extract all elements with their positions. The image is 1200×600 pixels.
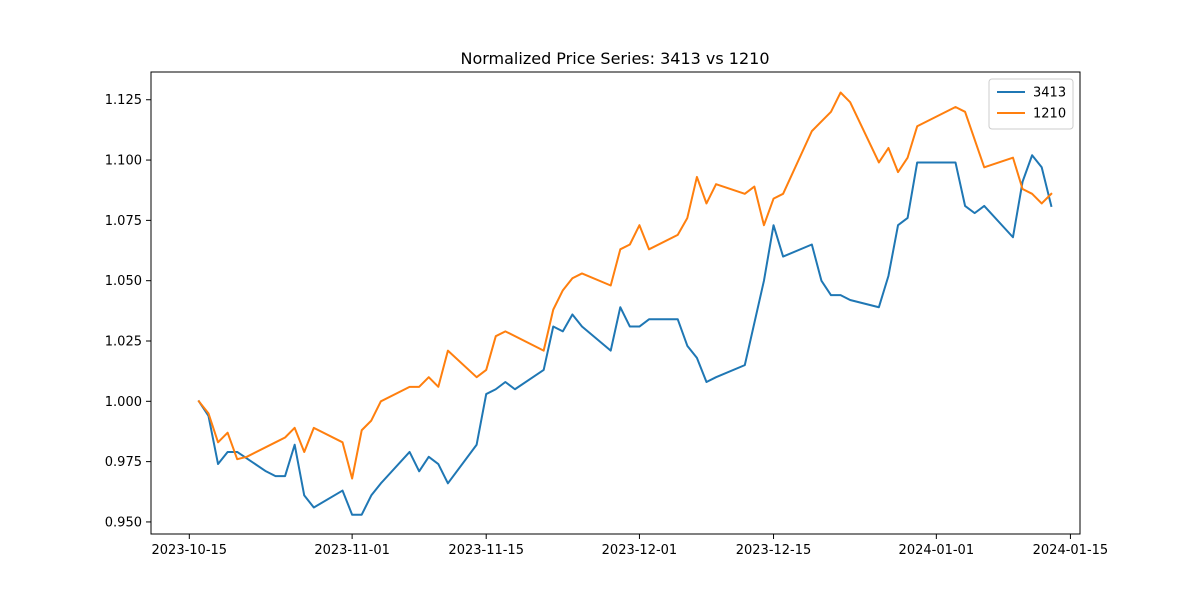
y-tick-label: 0.950 xyxy=(105,515,142,530)
x-tick-label: 2023-11-15 xyxy=(448,543,524,558)
chart-title: Normalized Price Series: 3413 vs 1210 xyxy=(460,49,769,68)
x-tick-label: 2024-01-01 xyxy=(899,543,975,558)
y-tick-label: 1.100 xyxy=(105,154,142,169)
axes-frame xyxy=(150,71,1081,535)
y-tick-label: 1.025 xyxy=(105,334,142,349)
x-tick-label: 2023-12-15 xyxy=(736,543,812,558)
y-tick-label: 0.975 xyxy=(105,455,142,470)
x-tick-label: 2024-01-15 xyxy=(1033,543,1109,558)
legend-label: 3413 xyxy=(1033,86,1066,101)
x-tick-label: 2023-12-01 xyxy=(602,543,678,558)
y-tick-label: 1.050 xyxy=(105,274,142,289)
y-tick-label: 1.125 xyxy=(105,93,142,108)
x-tick-label: 2023-10-15 xyxy=(152,543,228,558)
x-tick-label: 2023-11-01 xyxy=(314,543,390,558)
legend-label: 1210 xyxy=(1033,107,1066,122)
legend: 3413 1210 xyxy=(988,78,1074,130)
series-layer xyxy=(197,91,1053,516)
plot-area xyxy=(150,71,1081,535)
series-line-1210 xyxy=(197,91,1053,480)
x-axis: 2023-10-15 2023-11-01 2023-11-15 2023-12-01… xyxy=(152,534,1109,558)
y-tick-label: 1.075 xyxy=(105,214,142,229)
series-line-3413 xyxy=(197,154,1053,516)
y-tick-label: 1.000 xyxy=(105,395,142,410)
y-axis: 0.950 0.975 1.000 1.025 1.050 1.075 1.100 1.125 xyxy=(105,93,151,530)
